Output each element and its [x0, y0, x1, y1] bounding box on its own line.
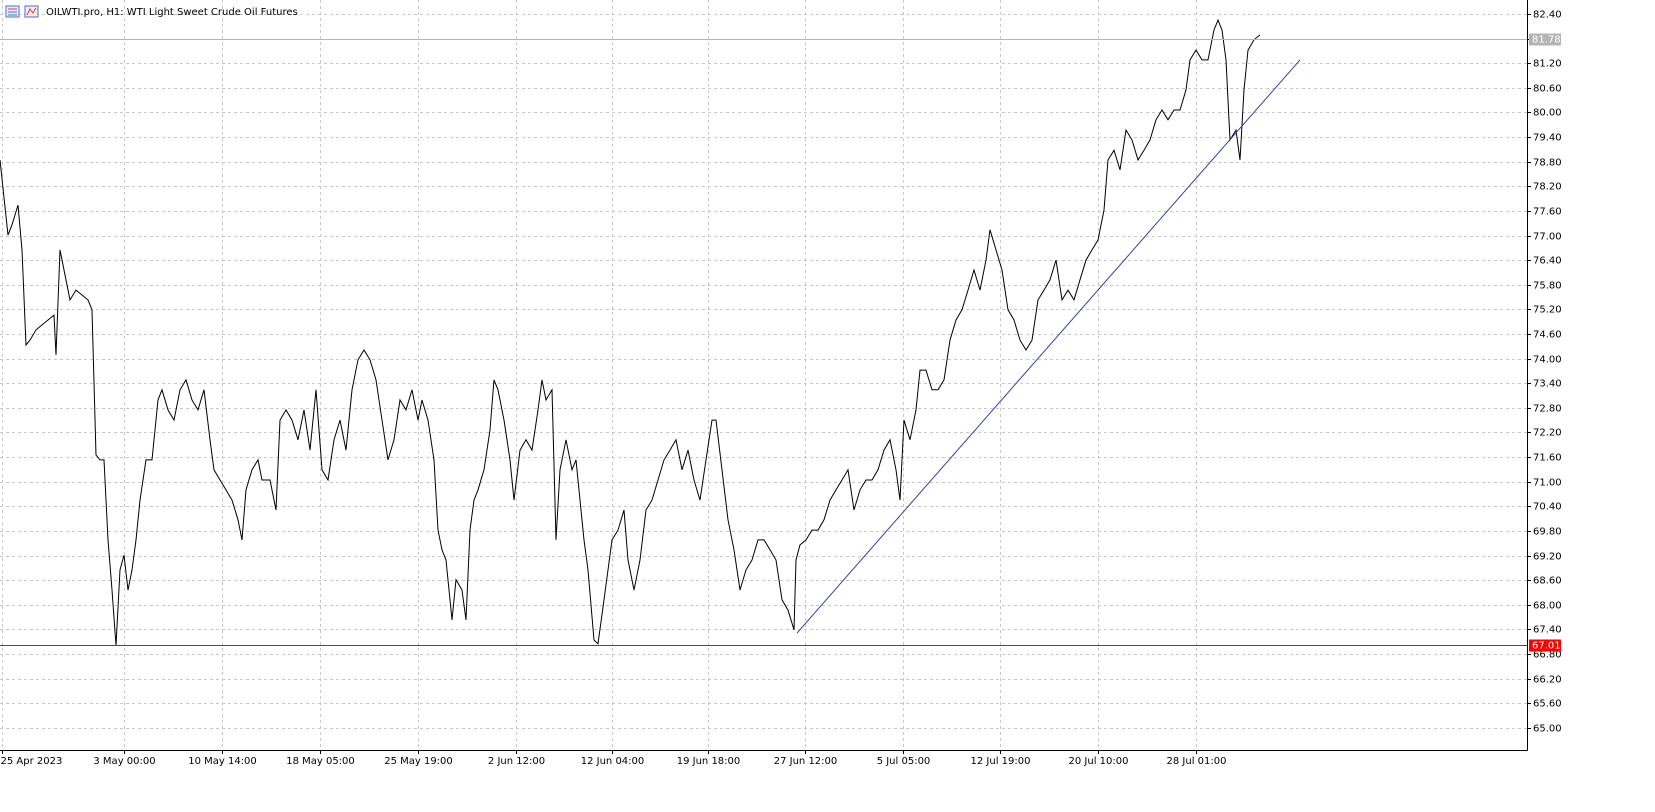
y-tick-label: 72.80 [1533, 404, 1562, 415]
price-label: 67.01 [1532, 641, 1561, 652]
x-tick-label: 28 Jul 01:00 [1167, 756, 1227, 767]
y-tick-label: 78.20 [1533, 182, 1562, 193]
y-tick-label: 71.00 [1533, 478, 1562, 489]
y-tick-label: 74.60 [1533, 330, 1562, 341]
x-tick-label: 27 Jun 12:00 [774, 756, 838, 767]
price-label: 81.78 [1532, 35, 1561, 46]
y-tick-label: 65.00 [1533, 724, 1562, 735]
y-tick-label: 77.60 [1533, 207, 1562, 218]
y-tick-label: 67.40 [1533, 625, 1562, 636]
x-tick-label: 2 Jun 12:00 [488, 756, 545, 767]
y-tick-label: 81.20 [1533, 59, 1562, 70]
y-tick-label: 78.80 [1533, 158, 1562, 169]
y-tick-label: 66.20 [1533, 675, 1562, 686]
y-tick-label: 66.80 [1533, 650, 1562, 661]
x-tick-label: 10 May 14:00 [188, 756, 257, 767]
y-tick-label: 75.20 [1533, 305, 1562, 316]
grid [0, 0, 1527, 750]
price-label-box [1529, 639, 1561, 652]
x-tick-label: 5 Jul 05:00 [877, 756, 931, 767]
y-tick-label: 74.00 [1533, 355, 1562, 366]
x-tick-label: 20 Jul 10:00 [1069, 756, 1129, 767]
y-tick-label: 76.40 [1533, 256, 1562, 267]
price-line [0, 18, 1261, 646]
y-tick-label: 68.60 [1533, 576, 1562, 587]
y-tick-label: 80.00 [1533, 108, 1562, 119]
x-tick-label: 25 Apr 2023 [1, 756, 63, 767]
y-tick-label: 68.00 [1533, 601, 1562, 612]
y-tick-label: 69.80 [1533, 527, 1562, 538]
y-tick-label: 79.40 [1533, 133, 1562, 144]
y-tick-label: 73.40 [1533, 379, 1562, 390]
y-tick-label: 70.40 [1533, 502, 1562, 513]
y-tick-label: 69.20 [1533, 552, 1562, 563]
y-tick-label: 82.40 [1533, 10, 1562, 21]
x-tick-label: 3 May 00:00 [93, 756, 155, 767]
x-tick-label: 25 May 19:00 [384, 756, 453, 767]
y-tick-label: 72.20 [1533, 428, 1562, 439]
icon-line [26, 7, 37, 16]
marks [0, 18, 1527, 646]
x-tick-label: 19 Jun 18:00 [677, 756, 741, 767]
y-tick-label: 75.80 [1533, 281, 1562, 292]
symbol-icons [5, 5, 39, 18]
chart-title: OILWTI.pro, H1: WTI Light Sweet Crude Oi… [46, 7, 298, 18]
y-tick-label: 80.60 [1533, 84, 1562, 95]
y-tick-label: 71.60 [1533, 453, 1562, 464]
x-tick-label: 18 May 05:00 [286, 756, 355, 767]
y-tick-label: 65.60 [1533, 699, 1562, 710]
x-tick-label: 12 Jul 19:00 [971, 756, 1031, 767]
price-label-box [1529, 33, 1561, 46]
x-tick-label: 12 Jun 04:00 [581, 756, 645, 767]
y-tick-label: 77.00 [1533, 232, 1562, 243]
trend-line [796, 59, 1301, 634]
